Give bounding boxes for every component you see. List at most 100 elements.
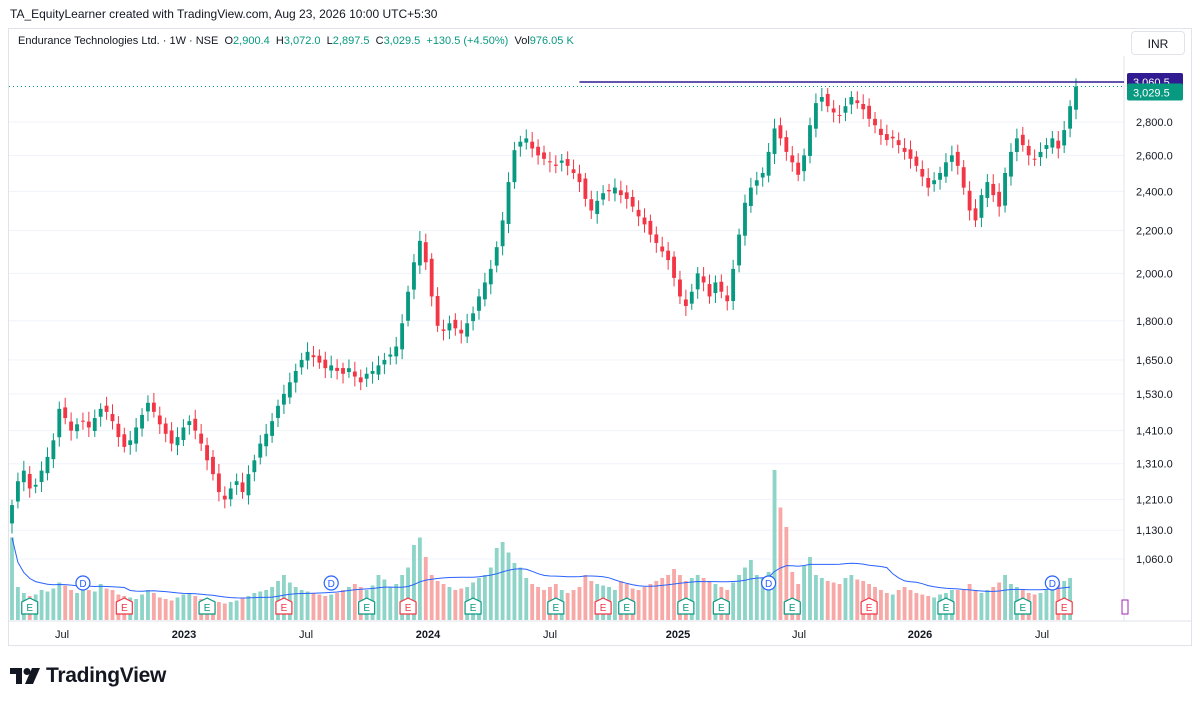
candle-body xyxy=(695,273,700,290)
earnings-marker-shape xyxy=(712,597,730,615)
volume-bar xyxy=(1068,578,1073,620)
last-price-label: 3,029.5 xyxy=(1127,83,1183,101)
dividend-marker-letter: D xyxy=(765,579,772,590)
candle-body xyxy=(896,140,901,146)
tradingview-logo[interactable]: TradingView xyxy=(10,664,166,688)
earnings-marker: E xyxy=(358,597,376,615)
volume-bar xyxy=(932,597,937,620)
candle-body xyxy=(441,329,446,331)
volume-bar xyxy=(317,594,322,620)
candle-body xyxy=(459,329,464,334)
candle-body xyxy=(264,433,269,447)
volume-bar xyxy=(1009,584,1013,620)
candle-body xyxy=(837,114,842,116)
volume-bar xyxy=(347,587,351,620)
price-tick-label: 2,200.0 xyxy=(1136,225,1173,237)
candle-body xyxy=(63,407,68,419)
candle-body xyxy=(719,281,724,292)
candle-body xyxy=(1074,86,1078,110)
candle-body xyxy=(181,427,186,441)
volume-bar xyxy=(151,593,156,620)
candle-body xyxy=(435,296,440,326)
candle-body xyxy=(116,423,121,438)
time-tick-label: Jul xyxy=(299,629,313,641)
candle-body xyxy=(630,196,635,207)
candle-body xyxy=(406,291,410,321)
volume-bar xyxy=(849,575,854,620)
volume-bar xyxy=(1044,590,1049,620)
candle-body xyxy=(293,370,298,383)
volume-bar xyxy=(536,587,541,620)
candle-body xyxy=(689,291,694,304)
candle-body xyxy=(618,190,623,196)
volume-bar xyxy=(39,590,44,620)
candle-body xyxy=(737,234,741,266)
candle-body xyxy=(571,169,576,173)
volume-bar xyxy=(1050,587,1055,620)
candle-body xyxy=(423,242,428,263)
volume-ma-line xyxy=(11,537,1071,599)
symbol-info[interactable]: Endurance Technologies Ltd. · 1W · NSE xyxy=(18,35,219,47)
candle-body xyxy=(447,323,452,331)
volume-bar xyxy=(808,557,812,620)
candle-body xyxy=(477,296,481,311)
earnings-marker-shape xyxy=(358,597,376,615)
earnings-marker: E xyxy=(1014,597,1032,615)
candle-body xyxy=(660,246,665,252)
last-price-label-bg xyxy=(1127,83,1183,101)
volume-bar xyxy=(908,590,913,620)
earnings-marker-letter: E xyxy=(623,603,630,614)
candle-body xyxy=(417,240,422,266)
volume-bar xyxy=(512,563,517,620)
earnings-marker-letter: E xyxy=(552,603,559,614)
candle-body xyxy=(317,355,322,363)
candle-body xyxy=(530,141,535,149)
candle-body xyxy=(890,136,895,139)
candle-body xyxy=(908,149,913,159)
volume-bar xyxy=(518,567,523,620)
candle-body xyxy=(163,423,168,434)
candle-body xyxy=(902,147,907,152)
earnings-marker-shape xyxy=(618,597,636,615)
event-markers: E D E E E D E E E E E E E E D E E E E D E xyxy=(21,575,1073,615)
earnings-marker-letter: E xyxy=(718,603,725,614)
candle-body xyxy=(281,393,286,405)
candle-body xyxy=(849,96,854,105)
volume-bar xyxy=(15,587,20,620)
earnings-marker-shape xyxy=(198,597,216,615)
candle-body xyxy=(27,473,32,489)
candle-body xyxy=(311,355,316,358)
candle-body xyxy=(944,162,948,177)
candle-body xyxy=(187,421,192,426)
earnings-marker-shape xyxy=(1014,597,1032,615)
candle-body xyxy=(494,247,499,266)
candle-body xyxy=(305,351,310,361)
candle-body xyxy=(914,156,919,166)
dividend-marker: D xyxy=(75,575,91,591)
candle-body xyxy=(766,151,771,176)
volume-bar xyxy=(819,578,824,620)
earnings-marker: E xyxy=(712,597,730,615)
candle-body xyxy=(1068,106,1073,129)
volume-bar xyxy=(388,587,393,620)
volume-bar xyxy=(961,590,966,620)
candle-body xyxy=(725,295,730,302)
volume-bar xyxy=(140,594,144,620)
candle-body xyxy=(81,420,85,422)
volume-bar xyxy=(376,575,381,620)
volume-bar xyxy=(187,593,192,620)
earnings-marker: E xyxy=(21,597,39,615)
volume-bar xyxy=(400,575,405,620)
currency-button[interactable]: INR xyxy=(1131,31,1185,55)
volume-bar xyxy=(926,596,931,620)
volume-bar xyxy=(985,590,990,620)
candle-body xyxy=(69,421,74,431)
open-label: O xyxy=(224,35,234,47)
earnings-marker-letter: E xyxy=(943,603,950,614)
volume-bar xyxy=(169,600,174,620)
volume-bar xyxy=(731,582,736,620)
candle-body xyxy=(961,167,966,188)
volume-bar xyxy=(453,590,458,620)
candle-body xyxy=(642,217,647,225)
